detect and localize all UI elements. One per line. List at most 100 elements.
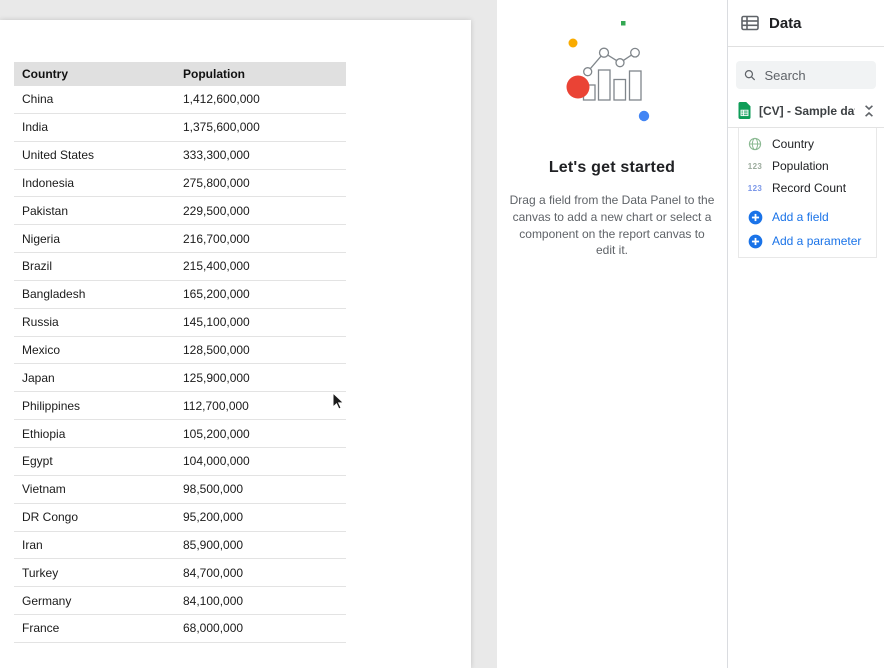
- cell-population: 229,500,000: [183, 203, 250, 218]
- table-row: France 68,000,000: [14, 615, 346, 643]
- cell-country: Turkey: [22, 565, 59, 580]
- cell-country: Mexico: [22, 343, 61, 358]
- table-row: United States 333,300,000: [14, 141, 346, 170]
- field-row-record-count[interactable]: 123 Record Count: [739, 177, 876, 199]
- report-table-body: China 1,412,600,000 India 1,375,600,000 Unit…: [14, 86, 346, 643]
- table-row: Vietnam 98,500,000: [14, 475, 346, 504]
- table-row: Egypt 104,000,000: [14, 447, 346, 476]
- cell-country: India: [22, 120, 49, 135]
- data-source-row[interactable]: [CV] - Sample data ...: [728, 102, 884, 128]
- chart-illustration: [566, 21, 650, 122]
- cell-population: 215,400,000: [183, 259, 250, 274]
- cell-country: Bangladesh: [22, 287, 86, 302]
- table-row: Ethiopia 105,200,000: [14, 420, 346, 448]
- cell-population: 275,800,000: [183, 175, 250, 190]
- cell-population: 84,100,000: [183, 593, 244, 608]
- table-row: Mexico 128,500,000: [14, 336, 346, 365]
- cell-population: 216,700,000: [183, 231, 250, 246]
- table-row: DR Congo 95,200,000: [14, 503, 346, 532]
- field-label: Country: [772, 137, 815, 151]
- cell-country: DR Congo: [22, 510, 79, 525]
- cell-country: Philippines: [22, 398, 81, 413]
- table-row: Iran 85,900,000: [14, 531, 346, 560]
- table-row: Germany 84,100,000: [14, 587, 346, 616]
- sheets-icon: [738, 102, 751, 119]
- add-a-parameter-button[interactable]: Add a parameter: [739, 229, 876, 253]
- numeric-123-icon: 123: [747, 161, 763, 171]
- table-row: Nigeria 216,700,000: [14, 225, 346, 254]
- cell-population: 125,900,000: [183, 370, 250, 385]
- field-actions-list: Add a field Add a parameter: [739, 205, 876, 253]
- numeric-123-icon: 123: [747, 183, 763, 193]
- table-row: Turkey 84,700,000: [14, 559, 346, 588]
- cell-country: Iran: [22, 537, 43, 552]
- cell-population: 333,300,000: [183, 148, 250, 163]
- cell-country: Indonesia: [22, 175, 75, 190]
- cell-population: 1,412,600,000: [183, 92, 260, 107]
- data-source-name: [CV] - Sample data ...: [759, 103, 855, 118]
- cell-country: Pakistan: [22, 203, 69, 218]
- table-row: Indonesia 275,800,000: [14, 169, 346, 198]
- report-page[interactable]: Country Population China 1,412,600,000 Ind…: [0, 20, 471, 668]
- field-label: Record Count: [772, 181, 847, 195]
- cell-country: Nigeria: [22, 231, 61, 246]
- cell-population: 112,700,000: [183, 398, 249, 413]
- add-circle-icon: [747, 234, 763, 249]
- data-panel-title: Data: [769, 14, 802, 32]
- field-search[interactable]: [736, 61, 876, 89]
- fields-list: Country 123 Population 123 Record Count: [739, 133, 876, 199]
- table-row: Brazil 215,400,000: [14, 253, 346, 281]
- cell-population: 145,100,000: [183, 315, 250, 330]
- search-icon: [744, 70, 756, 81]
- table-row: Philippines 112,700,000: [14, 392, 346, 421]
- globe-icon: [747, 137, 763, 151]
- cell-population: 98,500,000: [183, 482, 244, 497]
- table-row: Pakistan 229,500,000: [14, 197, 346, 226]
- table-row: Russia 145,100,000: [14, 308, 346, 337]
- getting-started-title: Let's get started: [548, 159, 676, 176]
- cell-population: 105,200,000: [183, 426, 250, 441]
- cell-population: 84,700,000: [183, 565, 244, 580]
- cell-population: 104,000,000: [183, 454, 250, 469]
- cell-country: Egypt: [22, 454, 53, 469]
- field-row-country[interactable]: Country: [739, 133, 876, 155]
- cell-country: Brazil: [22, 259, 53, 274]
- getting-started-description: Drag a field from the Data Panel to the …: [509, 193, 715, 258]
- search-input[interactable]: [762, 66, 868, 84]
- cell-population: 95,200,000: [183, 510, 244, 525]
- cell-country: Ethiopia: [22, 426, 66, 441]
- action-label: Add a field: [772, 210, 829, 224]
- table-header-population: Population: [183, 67, 245, 81]
- cell-country: Japan: [22, 370, 55, 385]
- table-row: China 1,412,600,000: [14, 86, 346, 114]
- fields-box: Country 123 Population 123 Record Count Add …: [738, 128, 877, 258]
- table-header-country: Country: [22, 67, 68, 81]
- data-panel-header: Data: [728, 0, 884, 47]
- cell-country: China: [22, 92, 54, 107]
- mouse-cursor: [332, 392, 345, 410]
- cell-population: 128,500,000: [183, 343, 250, 358]
- table-header-row: Country Population: [14, 62, 346, 86]
- field-label: Population: [772, 159, 829, 173]
- add-a-field-button[interactable]: Add a field: [739, 205, 876, 229]
- action-label: Add a parameter: [772, 234, 862, 248]
- table-row: India 1,375,600,000: [14, 113, 346, 142]
- data-panel: Data [CV] - Sample data ... Country 123 Po…: [727, 0, 884, 668]
- cell-population: 68,000,000: [183, 621, 244, 636]
- collapse-icon[interactable]: [863, 104, 875, 117]
- cell-country: United States: [22, 148, 95, 163]
- add-circle-icon: [747, 210, 763, 225]
- cell-country: Vietnam: [22, 482, 66, 497]
- cell-country: Russia: [22, 315, 59, 330]
- cell-population: 1,375,600,000: [183, 120, 260, 135]
- cell-country: France: [22, 621, 60, 636]
- cell-population: 85,900,000: [183, 537, 244, 552]
- field-row-population[interactable]: 123 Population: [739, 155, 876, 177]
- country-population-table[interactable]: Country Population China 1,412,600,000 Ind…: [14, 62, 346, 643]
- cell-country: Germany: [22, 593, 72, 608]
- getting-started-panel: Let's get started Drag a field from the …: [497, 0, 727, 668]
- table-row: Bangladesh 165,200,000: [14, 280, 346, 309]
- data-panel-icon: [741, 15, 759, 31]
- cell-population: 165,200,000: [183, 287, 250, 302]
- table-row: Japan 125,900,000: [14, 364, 346, 393]
